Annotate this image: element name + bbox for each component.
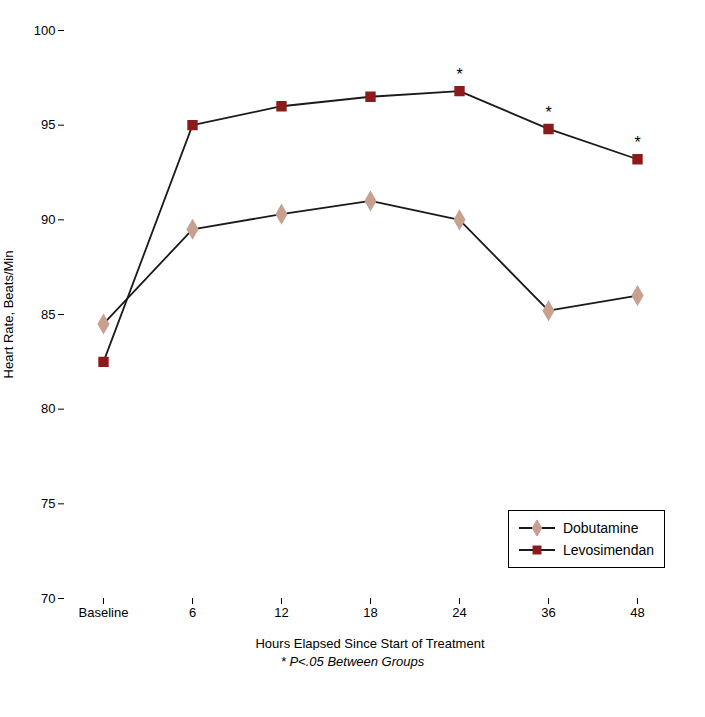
svg-text:*: *: [545, 104, 551, 121]
svg-text:Baseline: Baseline: [79, 605, 129, 620]
svg-text:*: *: [634, 134, 640, 151]
svg-text:24: 24: [452, 605, 466, 620]
svg-text:Heart Rate, Beats/Min: Heart Rate, Beats/Min: [1, 251, 16, 379]
svg-text:18: 18: [363, 605, 377, 620]
svg-text:70: 70: [41, 591, 55, 606]
svg-text:80: 80: [41, 401, 55, 416]
html-text:* P<.05 Between Groups: * P<.05 Between Groups: [280, 654, 425, 669]
svg-text:95: 95: [41, 117, 55, 132]
html-text:Dobutamine: Dobutamine: [562, 520, 639, 536]
html-text:Levosimendan: Levosimendan: [562, 542, 654, 558]
svg-text:6: 6: [189, 605, 196, 620]
svg-text:90: 90: [41, 212, 55, 227]
svg-text:*: *: [456, 66, 462, 83]
svg-text:48: 48: [630, 605, 644, 620]
svg-text:85: 85: [41, 307, 55, 322]
svg-text:12: 12: [274, 605, 288, 620]
svg-text:36: 36: [541, 605, 555, 620]
svg-text:Hours Elapsed Since Start of T: Hours Elapsed Since Start of Treatment: [255, 636, 484, 651]
svg-text:75: 75: [41, 496, 55, 511]
svg-text:100: 100: [34, 23, 56, 38]
